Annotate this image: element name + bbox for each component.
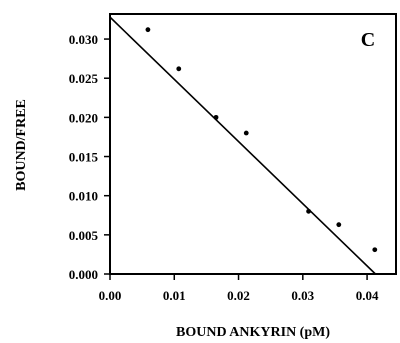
x-axis-ticks: 0.00 0.01 0.02 0.03 0.04 — [99, 274, 379, 303]
x-tick-label: 0.04 — [356, 288, 379, 303]
x-tick-label: 0.01 — [163, 288, 186, 303]
data-point — [213, 114, 219, 120]
x-tick-label: 0.03 — [291, 288, 314, 303]
data-point — [176, 66, 182, 72]
plot-area — [109, 13, 397, 275]
data-points — [145, 27, 378, 253]
x-tick-label: 0.02 — [227, 288, 250, 303]
y-tick-label: 0.005 — [69, 228, 99, 243]
y-tick-label: 0.010 — [69, 189, 98, 204]
y-tick-label: 0.025 — [69, 71, 99, 86]
y-tick-label: 0.015 — [69, 150, 99, 165]
y-axis-title: BOUND/FREE — [14, 99, 29, 191]
data-point — [336, 222, 342, 228]
x-tick-label: 0.00 — [99, 288, 122, 303]
data-point — [306, 208, 311, 214]
y-axis-ticks: 0.000 0.005 0.010 0.015 0.020 0.025 0.030 — [69, 32, 110, 282]
y-tick-label: 0.020 — [69, 110, 98, 125]
y-tick-label: 0.000 — [69, 267, 98, 282]
regression-line — [109, 16, 376, 275]
x-axis-title: BOUND ANKYRIN (pM) — [176, 325, 330, 340]
data-point — [243, 130, 249, 136]
data-point — [372, 247, 378, 253]
y-tick-label: 0.030 — [69, 32, 98, 47]
panel-label: C — [361, 29, 375, 51]
data-point — [145, 27, 151, 33]
plot-frame — [109, 13, 397, 275]
